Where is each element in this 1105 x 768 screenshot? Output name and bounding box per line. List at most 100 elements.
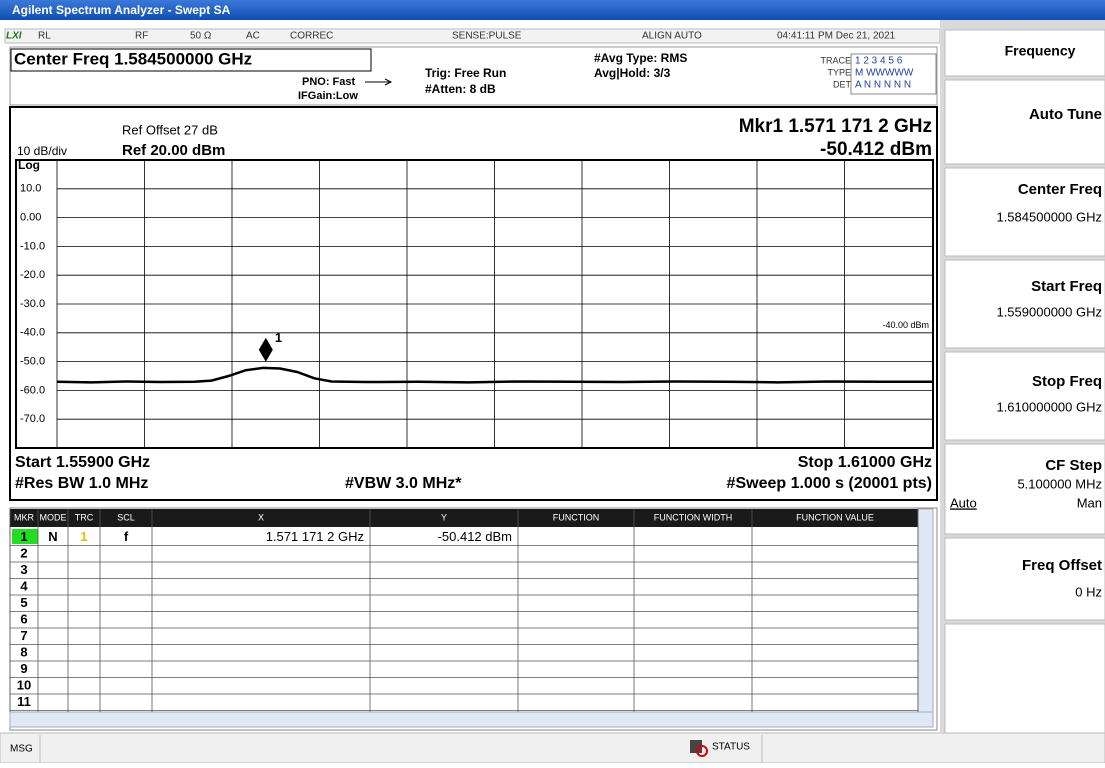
h-scrollbar[interactable] [9, 711, 934, 728]
marker-readout-level: -50.412 dBm [820, 139, 932, 160]
y-tick-label: -40.0 [20, 327, 45, 339]
y-tick-label: -10.0 [20, 240, 45, 252]
lxi-logo: LXI [6, 31, 22, 42]
msg-label: MSG [10, 744, 33, 755]
softkey-menu [944, 29, 1105, 77]
table-cell: 7 [20, 628, 27, 643]
y-tick-label: -70.0 [20, 413, 45, 425]
table-header-cell: SCL [117, 512, 135, 522]
status-item: SENSE:PULSE [452, 31, 522, 42]
y-tick-label: -30.0 [20, 298, 45, 310]
trace-info-label: TYPE [827, 67, 851, 77]
window-title: Agilent Spectrum Analyzer - Swept SA [12, 3, 231, 17]
display-line-label: -40.00 dBm [882, 320, 929, 330]
center-freq: Center Freq 1.584500000 GHz [14, 49, 252, 68]
softkey-option: Man [1077, 495, 1102, 510]
table-header-cell: X [258, 512, 264, 522]
status-item: RF [135, 31, 148, 42]
softkey-label: Start Freq [1031, 278, 1102, 295]
ifgain: IFGain:Low [298, 90, 358, 102]
softkey-value: 1.559000000 GHz [996, 304, 1102, 319]
status-item: AC [246, 31, 260, 42]
status-item: ALIGN AUTO [642, 31, 702, 42]
trace [56, 366, 932, 384]
start-freq: Start 1.55900 GHz [15, 454, 150, 471]
marker-readout-freq: Mkr1 1.571 171 2 GHz [739, 116, 932, 137]
table-cell: 1 [80, 529, 87, 544]
table-cell: 9 [20, 661, 27, 676]
table-header-cell: FUNCTION VALUE [796, 512, 874, 522]
table-header-cell: FUNCTION [553, 512, 600, 522]
v-scrollbar[interactable] [917, 508, 934, 713]
softkey-menu-title: Frequency [1005, 43, 1076, 59]
table-cell: 10 [17, 677, 31, 692]
softkey-value: 1.584500000 GHz [996, 209, 1102, 224]
sweep: #Sweep 1.000 s (20001 pts) [727, 475, 932, 492]
header-panel [9, 46, 938, 106]
marker [258, 337, 273, 362]
table-cell: 5 [20, 595, 27, 610]
y-tick-label: -60.0 [20, 384, 45, 396]
y-tick-label: 10.0 [20, 183, 41, 195]
ref-offset: Ref Offset 27 dB [122, 122, 218, 137]
softkey-label: Auto Tune [1029, 106, 1102, 123]
softkey-value: 0 Hz [1075, 584, 1102, 599]
table-header-cell: MKR [14, 512, 35, 522]
table-cell: 11 [17, 694, 31, 709]
softkey[interactable] [944, 259, 1105, 349]
status-icon [690, 740, 702, 753]
stop-freq: Stop 1.61000 GHz [798, 454, 932, 471]
avg-type: #Avg Type: RMS [594, 51, 687, 65]
table-cell: 6 [20, 611, 27, 626]
softkey-option: Auto [950, 495, 977, 510]
table-cell: 1 [20, 529, 27, 544]
title-bar [0, 0, 1105, 20]
softkey-value: 5.100000 MHz [1017, 476, 1102, 491]
log-scale: Log [18, 158, 40, 172]
status-item: 50 Ω [190, 31, 212, 42]
status-icon-badge [696, 745, 708, 757]
softkey[interactable] [944, 167, 1105, 257]
table-header [10, 509, 918, 527]
softkey[interactable] [944, 79, 1105, 165]
softkey-empty [944, 623, 1105, 734]
center-freq-box [10, 48, 372, 72]
table-cell: 1.571 171 2 GHz [266, 529, 364, 544]
trace-box [850, 53, 937, 95]
table-cell: -50.412 dBm [438, 529, 512, 544]
active-marker-cell [12, 529, 38, 544]
avg-hold: Avg|Hold: 3/3 [594, 66, 671, 80]
status-row-top [0, 20, 945, 30]
softkey[interactable] [944, 443, 1105, 535]
status-label: STATUS [712, 742, 750, 753]
arrow-head [384, 78, 393, 86]
table-cell: 2 [20, 545, 27, 560]
y-tick-label: -50.0 [20, 356, 45, 368]
table-cell: N [48, 529, 57, 544]
scale: 10 dB/div [17, 144, 67, 158]
softkey-label: Center Freq [1018, 181, 1102, 198]
trace-info-value: 1 2 3 4 5 6 [855, 56, 903, 67]
softkey[interactable] [944, 351, 1105, 441]
pno: PNO: Fast [302, 76, 356, 88]
y-tick-label: -20.0 [20, 269, 45, 281]
softkey[interactable] [944, 537, 1105, 621]
table-cell: 3 [20, 562, 27, 577]
marker-number: 1 [275, 330, 282, 345]
softkey-value: 1.610000000 GHz [996, 399, 1102, 414]
status-item: 04:41:11 PM Dec 21, 2021 [777, 31, 896, 42]
vbw: #VBW 3.0 MHz* [345, 475, 462, 492]
table-header-cell: Y [441, 512, 447, 522]
trace-info-label: DET [833, 79, 852, 89]
trace-info-value: M WWWWW [855, 68, 914, 79]
trace-info-value: A N N N N N [855, 80, 911, 91]
table-cell: f [124, 529, 129, 544]
status-item: RL [38, 31, 51, 42]
table-cell: 4 [20, 578, 28, 593]
marker-table [9, 507, 938, 731]
table-header-cell: FUNCTION WIDTH [654, 512, 733, 522]
trace-info-label: TRACE [820, 55, 851, 65]
rbw: #Res BW 1.0 MHz [15, 475, 148, 492]
attenuation: #Atten: 8 dB [425, 82, 496, 96]
